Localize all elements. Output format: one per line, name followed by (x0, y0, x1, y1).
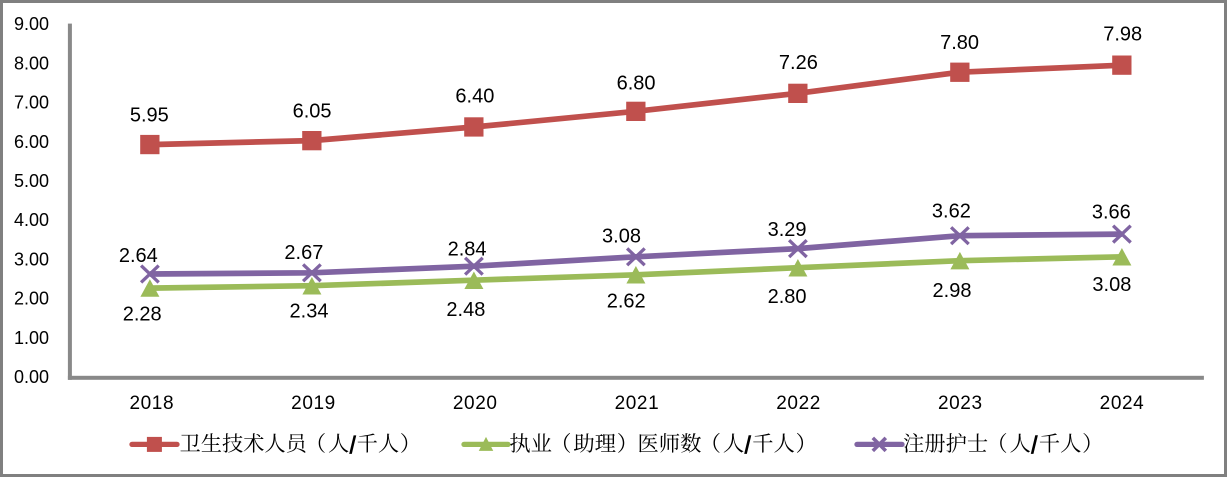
svg-text:1.00: 1.00 (14, 328, 49, 348)
svg-text:2.28: 2.28 (123, 304, 162, 326)
svg-text:2024: 2024 (1100, 393, 1145, 414)
svg-text:2023: 2023 (938, 393, 983, 414)
svg-text:2020: 2020 (453, 393, 498, 414)
svg-text:6.00: 6.00 (14, 132, 49, 152)
svg-text:7.00: 7.00 (14, 93, 49, 113)
svg-text:2022: 2022 (776, 393, 821, 414)
svg-text:2.34: 2.34 (290, 300, 329, 322)
svg-text:3.08: 3.08 (1092, 274, 1131, 296)
svg-text:3.66: 3.66 (1092, 202, 1131, 224)
svg-text:2.64: 2.64 (119, 245, 158, 267)
svg-text:2.48: 2.48 (446, 299, 485, 321)
svg-text:3.08: 3.08 (602, 226, 641, 248)
svg-text:2.84: 2.84 (448, 239, 487, 261)
svg-text:6.80: 6.80 (617, 73, 656, 95)
svg-text:2019: 2019 (291, 393, 336, 414)
svg-text:3.00: 3.00 (14, 249, 49, 269)
svg-text:5.95: 5.95 (130, 105, 169, 127)
svg-text:2.00: 2.00 (14, 289, 49, 309)
svg-text:2018: 2018 (129, 393, 174, 414)
svg-text:2.98: 2.98 (933, 280, 972, 302)
svg-text:9.00: 9.00 (14, 14, 49, 34)
svg-text:7.26: 7.26 (779, 52, 818, 74)
svg-text:7.98: 7.98 (1103, 24, 1142, 46)
svg-text:2.80: 2.80 (768, 286, 807, 308)
svg-text:0.00: 0.00 (14, 367, 49, 387)
svg-text:2.62: 2.62 (607, 290, 646, 312)
svg-text:2.67: 2.67 (284, 242, 323, 264)
svg-text:3.29: 3.29 (768, 219, 807, 241)
svg-text:4.00: 4.00 (14, 210, 49, 230)
svg-text:8.00: 8.00 (14, 53, 49, 73)
svg-text:7.80: 7.80 (940, 32, 979, 54)
svg-text:6.40: 6.40 (455, 85, 494, 107)
svg-text:3.62: 3.62 (932, 200, 971, 222)
svg-text:6.05: 6.05 (293, 101, 332, 123)
svg-text:5.00: 5.00 (14, 171, 49, 191)
svg-text:2021: 2021 (615, 393, 660, 414)
